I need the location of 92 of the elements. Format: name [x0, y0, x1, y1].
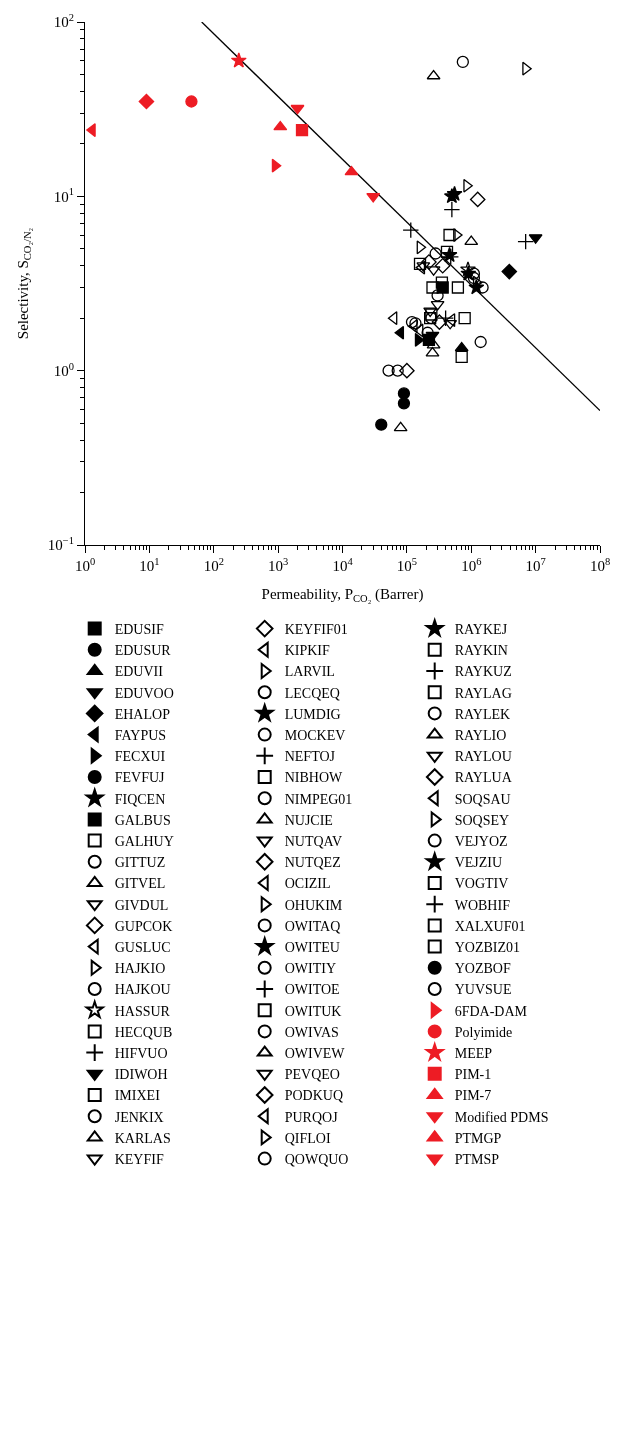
legend-label: LARVIL — [284, 664, 335, 680]
legend-label: MEEP — [454, 1046, 493, 1062]
legend-label: HAJKOU — [114, 982, 171, 998]
legend-label: OWIVEW — [284, 1046, 346, 1062]
legend-label: KEYFIF01 — [284, 622, 348, 638]
legend-label: HECQUB — [114, 1024, 173, 1040]
legend-label: KEYFIF — [114, 1152, 164, 1168]
legend-label: NIMPEG01 — [284, 791, 353, 807]
legend-label: OWITOE — [284, 982, 340, 998]
legend-label: JENKIX — [114, 1109, 164, 1125]
legend-label: NUTQAV — [284, 834, 343, 850]
legend-label: PTMGP — [454, 1130, 502, 1146]
legend-label: OCIZIL — [284, 876, 331, 892]
legend-label: RAYKUZ — [454, 664, 512, 680]
legend-label: OWITUK — [284, 1003, 342, 1019]
legend-label: EDUVOO — [114, 685, 174, 701]
legend-label: RAYLEK — [454, 706, 511, 722]
legend-label: KARLAS — [114, 1130, 171, 1146]
legend-label: EHALOP — [114, 706, 171, 722]
legend-label: Modified PDMS — [454, 1109, 549, 1125]
legend-label: EDUSUR — [114, 643, 172, 659]
legend-label: PODKUQ — [284, 1088, 344, 1104]
legend-label: 6FDA-DAM — [454, 1003, 528, 1019]
x-tick-label: 10$^{1}$ — [139, 555, 160, 575]
y-tick-label: 10$^{2}$ — [53, 11, 74, 31]
x-tick-label: 10$^{8}$ — [589, 555, 611, 575]
legend-label: HASSUR — [114, 1003, 171, 1019]
legend-label: PURQOJ — [284, 1109, 339, 1125]
legend-label: HAJKIO — [114, 961, 166, 977]
legend-label: WOBHIF — [454, 897, 511, 913]
legend-label: GIVDUL — [114, 897, 169, 913]
legend-label: GALHUY — [114, 834, 174, 850]
legend-label: OWIVAS — [284, 1024, 339, 1040]
legend-label: FECXUI — [114, 749, 166, 765]
legend-label: OWITIY — [284, 961, 337, 977]
legend-label: GITTUZ — [114, 855, 166, 871]
legend-label: LECQEQ — [284, 685, 340, 701]
legend-label: OHUKIM — [284, 897, 343, 913]
legend-label: SOQSAU — [454, 791, 511, 807]
legend-label: RAYLOU — [454, 749, 512, 765]
y-tick-label: 10$^{1}$ — [53, 186, 74, 205]
legend-label: GALBUS — [114, 812, 171, 828]
legend-label: EDUVII — [114, 664, 164, 680]
legend-label: VEJZIU — [454, 855, 503, 871]
legend-label: RAYKEJ — [454, 622, 508, 638]
legend-label: RAYKIN — [454, 643, 508, 659]
legend-label: YUVSUE — [454, 982, 512, 998]
legend-label: HIFVUO — [114, 1046, 168, 1062]
legend-label: IMIXEI — [114, 1088, 161, 1104]
legend-label: GITVEL — [114, 876, 166, 892]
legend-label: QOWQUO — [284, 1152, 349, 1168]
legend-label: PIM-1 — [454, 1067, 492, 1083]
legend-label: NUTQEZ — [284, 855, 341, 871]
legend-label: EDUSIF — [114, 622, 164, 638]
legend-label: SOQSEY — [454, 812, 510, 828]
legend-label: NUJCIE — [284, 812, 333, 828]
legend-label: OWITEU — [284, 940, 340, 956]
legend-label: GUPCOK — [114, 918, 173, 934]
x-tick-label: 10$^{4}$ — [332, 555, 354, 575]
legend-label: IDIWOH — [114, 1067, 168, 1083]
legend-label: PEVQEO — [284, 1067, 340, 1083]
legend-label: FIQCEN — [114, 791, 166, 807]
legend-label: VOGTIV — [454, 876, 509, 892]
y-tick-label: 10$^{−1}$ — [47, 534, 74, 554]
legend-label: FEVFUJ — [114, 770, 166, 786]
legend-label: RAYLUA — [454, 770, 513, 786]
legend-label: RAYLIO — [454, 728, 507, 744]
legend-label: YOZBIZ01 — [454, 940, 521, 956]
legend-label: XALXUF01 — [454, 918, 526, 934]
legend-label: PTMSP — [454, 1152, 500, 1168]
x-tick-label: 10$^{5}$ — [396, 555, 418, 575]
legend-label: NIBHOW — [284, 770, 344, 786]
legend-label: KIPKIF — [284, 643, 331, 659]
legend-label: GUSLUC — [114, 940, 171, 956]
x-tick-label: 10$^{3}$ — [267, 555, 289, 575]
legend-label: VEJYOZ — [454, 834, 508, 850]
x-tick-label: 10$^{7}$ — [525, 555, 546, 575]
legend-label: PIM-7 — [454, 1088, 492, 1104]
legend-label: RAYLAG — [454, 685, 512, 701]
legend-label: FAYPUS — [114, 728, 167, 744]
legend-label: NEFTOJ — [284, 749, 336, 765]
legend-label: YOZBOF — [454, 961, 511, 977]
x-tick-label: 10$^{2}$ — [203, 555, 224, 575]
x-tick-label: 10$^{6}$ — [461, 555, 482, 575]
x-axis-title: Permeability, P$_{CO₂}$ (Barrer) — [261, 586, 424, 605]
legend-label: LUMDIG — [284, 706, 341, 722]
y-tick-label: 10$^{0}$ — [53, 360, 74, 379]
legend-label: Polyimide — [454, 1024, 513, 1040]
legend-label: QIFLOI — [284, 1130, 331, 1146]
legend-label: MOCKEV — [284, 728, 346, 744]
legend-label: OWITAQ — [284, 918, 341, 934]
x-tick-label: 10$^{0}$ — [74, 555, 96, 575]
